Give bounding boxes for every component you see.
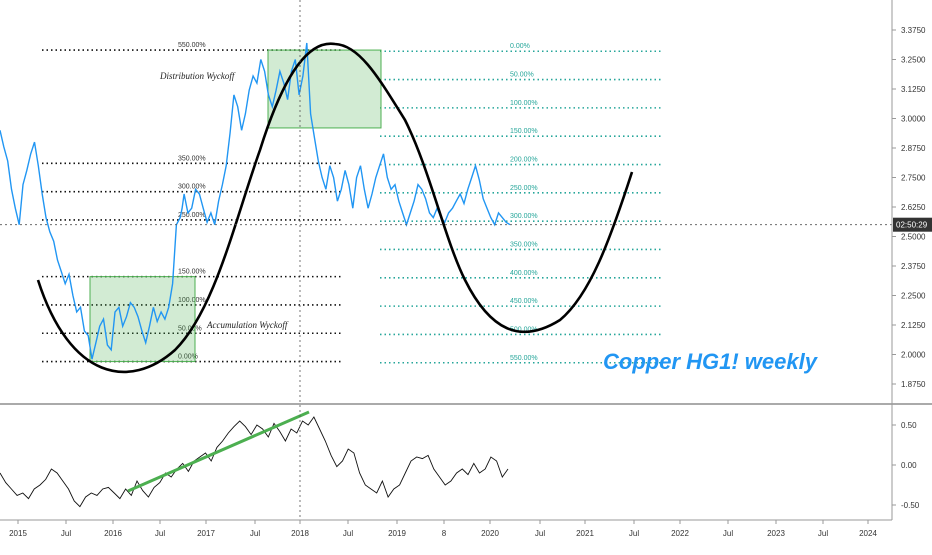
price-tick-label: 3.2500 — [901, 56, 926, 65]
time-tick-label: Jul — [61, 529, 71, 538]
time-tick-label: Jul — [818, 529, 828, 538]
wyckoff-boxes-layer — [89, 49, 382, 363]
price-tick-label: 2.5000 — [901, 233, 926, 242]
price-tick-label: 1.8750 — [901, 380, 926, 389]
price-tick-label: 3.0000 — [901, 115, 926, 124]
price-tick-label: 3.3750 — [901, 26, 926, 35]
price-line — [0, 42, 511, 360]
price-tick-label: 2.3750 — [901, 262, 926, 271]
current-price-badge — [893, 217, 932, 232]
fib-right-label: 250.00% — [510, 185, 538, 192]
fib-left-label: 150.00% — [178, 269, 206, 276]
price-tick-label: 3.1250 — [901, 85, 926, 94]
osc-tick-label: 0.00 — [901, 461, 917, 470]
time-tick-label: 2015 — [9, 529, 27, 538]
trend-line-green — [127, 410, 310, 493]
time-tick-label: 2016 — [104, 529, 122, 538]
fib-right-label: 100.00% — [510, 100, 538, 107]
fib-left-label: 250.00% — [178, 212, 206, 219]
price-tick-label: 2.0000 — [901, 351, 926, 360]
fib-left-label: 350.00% — [178, 155, 206, 162]
fib-levels-layer: 550.00% 350.00% 300.00% 250.00% 150.00% 100.0… — [42, 42, 662, 364]
fib-right-label: 300.00% — [510, 213, 538, 220]
oscillator-layer — [0, 410, 509, 508]
fib-right-label: 350.00% — [510, 241, 538, 248]
fib-right-label: 450.00% — [510, 298, 538, 305]
fib-left-label: 300.00% — [178, 184, 206, 191]
price-tick-label: 2.7500 — [901, 174, 926, 183]
accumulation-wyckoff-label: Accumulation Wyckoff — [206, 320, 289, 330]
fib-left-label: 50.00% — [178, 325, 202, 332]
oscillator-line — [0, 416, 509, 508]
fib-right-label: 50.00% — [510, 72, 534, 79]
fib-left-label: 550.00% — [178, 42, 206, 49]
fib-right-label: 500.00% — [510, 326, 538, 333]
cycle-curve-layer — [36, 42, 634, 374]
time-tick-label: Jul — [250, 529, 260, 538]
time-tick-label: 2020 — [481, 529, 499, 538]
time-tick-label: 2017 — [197, 529, 215, 538]
time-tick-label: 2019 — [388, 529, 406, 538]
chart-title: Copper HG1! weekly — [603, 349, 819, 374]
time-tick-label: Jul — [155, 529, 165, 538]
accumulation-box — [89, 276, 196, 363]
fib-right-label: 550.00% — [510, 355, 538, 362]
time-tick-label: Jul — [535, 529, 545, 538]
price-tick-label: 2.8750 — [901, 144, 926, 153]
price-tick-label: 2.6250 — [901, 203, 926, 212]
osc-tick-label: 0.50 — [901, 421, 917, 430]
time-tick-label: 8 — [442, 529, 447, 538]
time-tick-label: 2024 — [859, 529, 877, 538]
time-tick-label: Jul — [629, 529, 639, 538]
time-tick-label: Jul — [723, 529, 733, 538]
time-tick-label: 2023 — [767, 529, 785, 538]
fib-left-label: 100.00% — [178, 297, 206, 304]
time-tick-label: 2018 — [291, 529, 309, 538]
price-tick-label: 2.2500 — [901, 292, 926, 301]
fib-right-label: 0.00% — [510, 43, 530, 50]
fib-right-label: 400.00% — [510, 270, 538, 277]
osc-tick-label: -0.50 — [901, 501, 920, 510]
time-tick-label: Jul — [343, 529, 353, 538]
price-tick-label: 2.1250 — [901, 321, 926, 330]
fib-left-label: 0.00% — [178, 354, 198, 361]
time-tick-label: 2022 — [671, 529, 689, 538]
price-series-layer — [0, 42, 511, 360]
fib-right-label: 150.00% — [510, 128, 538, 135]
current-time-label: 02:50:29 — [896, 221, 928, 230]
distribution-wyckoff-label: Distribution Wyckoff — [159, 71, 236, 81]
axes-layer: 3.3750 3.2500 3.1250 3.0000 2.8750 2.7500 2.62… — [0, 0, 932, 538]
fib-right-label: 200.00% — [510, 157, 538, 164]
time-tick-label: 2021 — [576, 529, 594, 538]
cycle-curve — [36, 42, 634, 374]
